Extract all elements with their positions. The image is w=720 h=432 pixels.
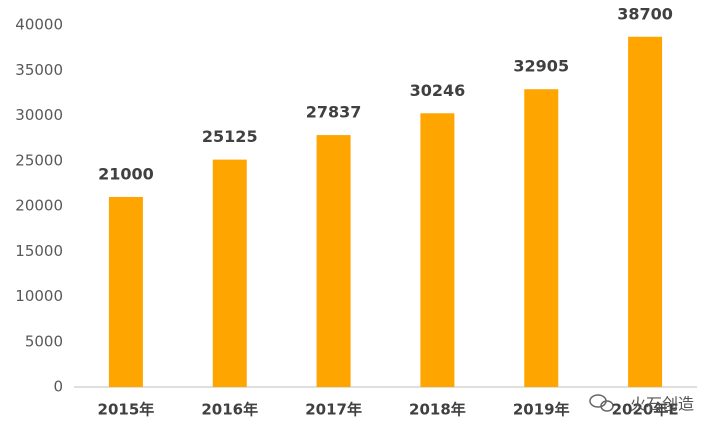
x-tick-label: 2015年 — [98, 401, 155, 419]
value-label: 21000 — [98, 164, 154, 183]
value-label: 30246 — [410, 81, 466, 100]
y-tick-label: 15000 — [15, 242, 63, 260]
watermark-icon — [589, 394, 614, 412]
bar — [316, 135, 351, 387]
watermark: 火石创造 — [630, 395, 694, 414]
bar — [420, 113, 455, 388]
x-tick-label: 2019年 — [513, 401, 570, 419]
y-tick-label: 20000 — [15, 197, 63, 215]
x-tick-label: 2018年 — [409, 401, 466, 419]
x-tick-label: 2017年 — [305, 401, 362, 419]
bar — [628, 36, 663, 387]
y-tick-label: 0 — [53, 378, 63, 396]
x-tick-label: 2016年 — [201, 401, 258, 419]
y-tick-label: 5000 — [25, 332, 63, 350]
y-tick-label: 25000 — [15, 151, 63, 169]
value-label: 27837 — [306, 103, 362, 122]
y-tick-label: 30000 — [15, 106, 63, 124]
bar — [108, 196, 143, 387]
bar — [524, 89, 559, 387]
y-tick-label: 35000 — [15, 61, 63, 79]
y-tick-label: 10000 — [15, 287, 63, 305]
y-tick-label: 40000 — [15, 16, 63, 34]
value-label: 25125 — [202, 127, 258, 146]
x-tick-label: 2020年E — [612, 401, 679, 419]
value-label: 38700 — [617, 4, 673, 23]
value-label: 32905 — [513, 57, 569, 76]
bar — [212, 159, 247, 387]
